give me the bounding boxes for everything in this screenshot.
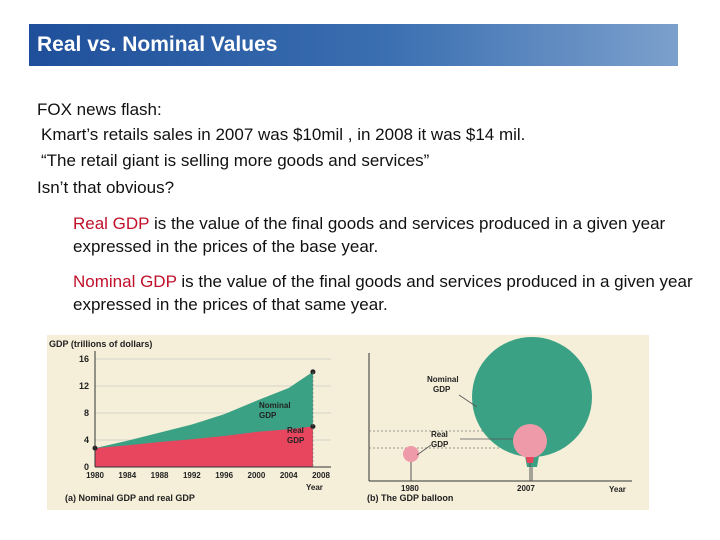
real-balloon-knot [526,457,534,463]
definition-nominal-gdp: Nominal GDP is the value of the final go… [73,270,693,316]
y-tick-label: 0 [84,462,89,472]
y-tick-label: 12 [79,381,89,391]
panel-a-title: GDP (trillions of dollars) [49,339,152,349]
definition-nominal-gdp-text: is the value of the final goods and serv… [73,272,693,314]
flash-line-2: Kmart’s retails sales in 2007 was $10mil… [41,125,526,144]
gdp-figure: GDP (trillions of dollars) 0 4 8 12 16 1980 1… [47,335,649,510]
x-tick-label: 1988 [151,471,169,480]
panel-b-xtick-1980: 1980 [401,484,419,493]
panel-b-1980-pointer [416,444,432,456]
definition-real-gdp-text: is the value of the final goods and serv… [73,214,666,256]
panel-b-xtick-2007: 2007 [517,484,535,493]
flash-line-4: Isn’t that obvious? [37,178,175,197]
x-tick-label: 1996 [215,471,233,480]
panel-a-x-ticks: 1980 1984 1988 1992 1996 2000 2004 2008 [86,471,330,480]
nominal-gdp-balloon [472,337,592,457]
y-tick-label: 8 [84,408,89,418]
real-gdp-balloon [513,424,547,458]
panel-b: Nominal GDP Real GDP 1980 2007 Year (b) … [367,337,632,503]
panel-b-nominal-label-2: GDP [433,385,451,394]
slide-title: Real vs. Nominal Values [37,33,278,56]
panel-b-nominal-pointer [458,394,478,408]
real-gdp-label-1: Real [287,426,304,435]
panel-b-caption: (b) The GDP balloon [367,493,453,503]
x-tick-label: 1984 [118,471,136,480]
nominal-gdp-label-1: Nominal [259,401,291,410]
slide-title-bar: Real vs. Nominal Values [29,24,678,66]
panel-b-real-label-2: GDP [431,440,449,449]
panel-b-real-label-1: Real [431,430,448,439]
definition-real-gdp: Real GDP is the value of the final goods… [73,212,693,258]
panel-b-nominal-label-1: Nominal [427,375,459,384]
term-nominal-gdp: Nominal GDP [73,272,177,291]
panel-a-xlabel: Year [306,483,323,492]
term-real-gdp: Real GDP [73,214,150,233]
x-tick-label: 1980 [86,471,104,480]
real-gdp-area [95,426,313,467]
x-tick-label: 1992 [183,471,201,480]
nominal-gdp-label-2: GDP [259,411,277,420]
balloon-1980 [403,446,419,462]
panel-b-xlabel: Year [609,485,626,494]
flash-line-3: “The retail giant is selling more goods … [41,151,430,170]
y-tick-label: 4 [84,435,89,445]
x-tick-label: 2004 [280,471,298,480]
flash-line-1: FOX news flash: [37,100,162,119]
x-tick-label: 2000 [248,471,266,480]
x-tick-label: 2008 [312,471,330,480]
y-tick-label: 16 [79,354,89,364]
panel-a-caption: (a) Nominal GDP and real GDP [65,493,195,503]
real-end-point [310,424,316,429]
real-gdp-label-2: GDP [287,436,305,445]
